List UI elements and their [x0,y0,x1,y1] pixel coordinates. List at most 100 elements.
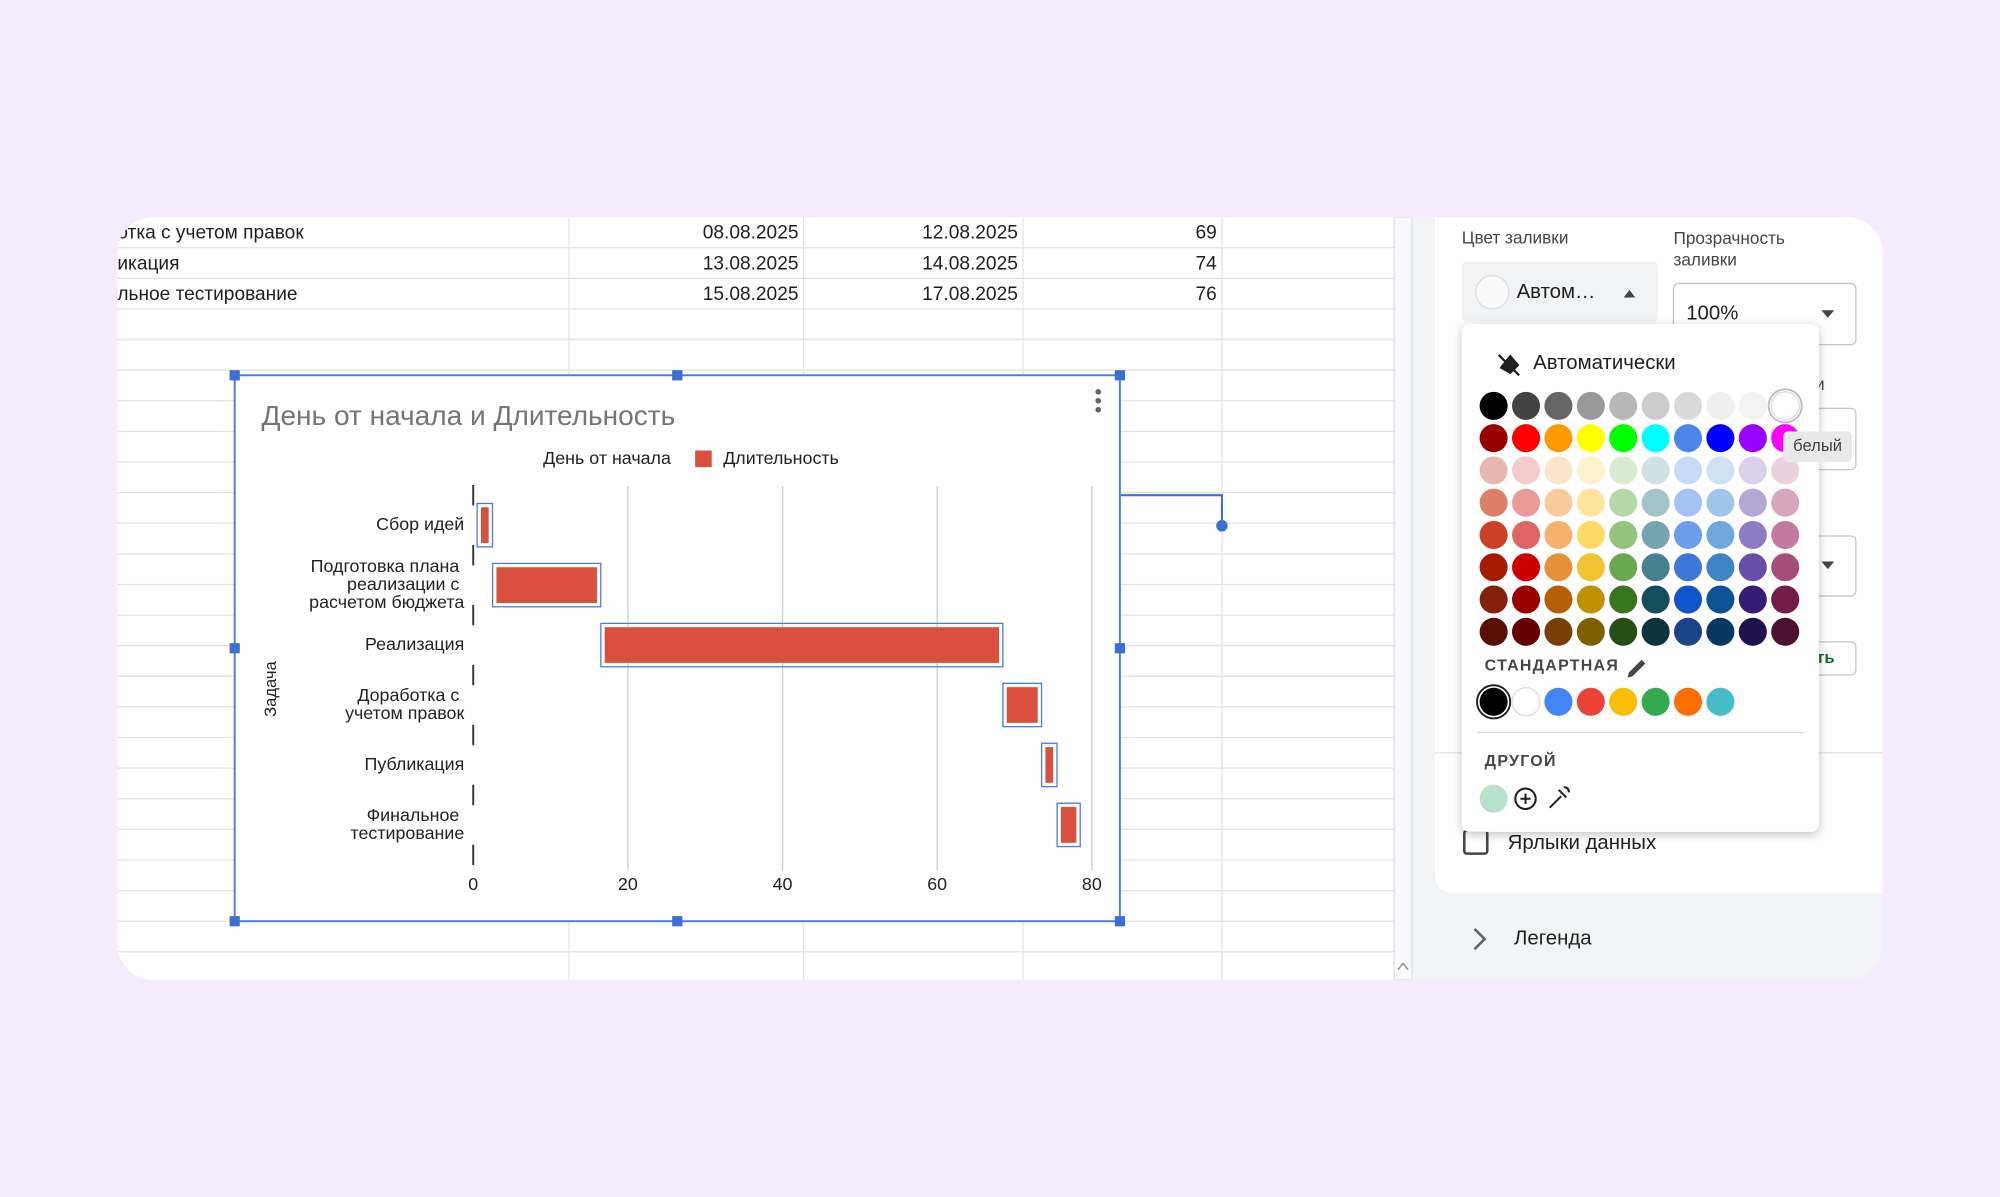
swatch[interactable] [1738,391,1767,420]
swatch[interactable] [1511,585,1541,614]
swatch[interactable] [1738,553,1767,582]
swatch[interactable] [1609,424,1638,453]
swatch[interactable] [1511,520,1541,550]
swatch[interactable] [1641,617,1670,646]
swatch[interactable] [1738,488,1767,517]
swatch[interactable] [1576,585,1605,614]
cell[interactable]: 14.08.2025 [922,253,1018,274]
swatch[interactable] [1576,456,1605,485]
swatch[interactable] [1673,488,1703,517]
swatch[interactable] [1641,520,1670,550]
cell[interactable]: 69 [1196,223,1217,244]
swatch[interactable] [1706,687,1735,716]
swatch[interactable] [1479,456,1508,485]
swatch[interactable] [1479,687,1508,716]
swatch[interactable] [1609,553,1638,582]
swatch[interactable] [1544,617,1573,646]
handle[interactable] [229,370,240,381]
handle[interactable] [1114,370,1125,381]
handle[interactable] [672,370,683,381]
chart-menu[interactable] [1095,389,1102,413]
swatch[interactable] [1641,585,1670,614]
bar[interactable] [1045,747,1054,783]
swatch[interactable] [1641,391,1670,420]
bar[interactable] [480,507,489,544]
handle[interactable] [1114,916,1125,927]
swatch[interactable] [1771,553,1800,582]
swatch[interactable] [1544,391,1573,420]
swatch[interactable] [1706,553,1735,582]
swatch[interactable] [1479,553,1508,582]
swatch[interactable] [1641,424,1670,453]
auto-option[interactable]: Автоматически [1533,352,1676,374]
cell[interactable]: 13.08.2025 [703,253,799,274]
swatch[interactable] [1511,488,1541,517]
swatch[interactable] [1544,520,1573,550]
swatch[interactable] [1641,456,1670,485]
eyedropper[interactable] [1549,786,1570,809]
bar[interactable] [1006,687,1038,723]
handle[interactable] [672,916,683,927]
cell[interactable]: отка с учетом правок [117,223,304,244]
swatch[interactable] [1771,456,1800,485]
swatch[interactable] [1609,585,1638,614]
swatch[interactable] [1673,687,1703,716]
checkbox[interactable] [1463,829,1489,855]
bar[interactable] [473,687,1007,723]
bar[interactable] [473,807,1061,843]
swatch[interactable] [1706,617,1735,646]
swatch[interactable] [1479,585,1508,614]
swatch[interactable] [1609,488,1638,517]
fill-dropdown[interactable] [1461,261,1659,322]
swatch[interactable] [1576,553,1605,582]
swatch[interactable] [1738,585,1767,614]
handle[interactable] [229,643,240,654]
swatch[interactable] [1544,424,1573,453]
swatch[interactable] [1544,456,1573,485]
swatch[interactable] [1511,456,1541,485]
swatch[interactable] [1479,488,1508,517]
swatch[interactable] [1738,424,1767,453]
swatch[interactable] [1641,488,1670,517]
scrollbar[interactable] [1393,217,1413,980]
swatch[interactable] [1673,617,1703,646]
swatch[interactable] [1706,488,1735,517]
swatch[interactable] [1511,617,1541,646]
handle[interactable] [229,916,240,927]
cell[interactable]: 17.08.2025 [922,284,1018,305]
swatch[interactable] [1479,784,1508,813]
swatch[interactable] [1673,424,1703,453]
swatch[interactable] [1673,391,1703,420]
swatch[interactable] [1511,553,1541,582]
cell[interactable]: икация [117,253,179,274]
swatch[interactable] [1576,617,1605,646]
swatch[interactable] [1738,617,1767,646]
swatch[interactable] [1673,456,1703,485]
swatch[interactable] [1771,617,1800,646]
scroll-arrow[interactable] [1397,962,1409,971]
swatch[interactable] [1576,488,1605,517]
cell[interactable]: 15.08.2025 [703,284,799,305]
swatch[interactable] [1770,391,1800,421]
bar[interactable] [604,627,1000,663]
swatch[interactable] [1544,488,1573,517]
bar[interactable] [473,627,604,663]
swatch[interactable] [1479,617,1508,646]
swatch[interactable] [1609,617,1638,646]
swatch[interactable] [1609,391,1638,420]
swatch[interactable] [1479,424,1508,453]
swatch[interactable] [1641,553,1670,582]
add-color[interactable] [1514,787,1537,810]
swatch[interactable] [1544,585,1573,614]
swatch[interactable] [1544,553,1573,582]
swatch[interactable] [1511,424,1541,453]
cell[interactable]: 08.08.2025 [703,223,799,244]
swatch[interactable] [1706,424,1735,453]
swatch[interactable] [1479,391,1508,420]
handle[interactable] [1114,643,1125,654]
swatch[interactable] [1771,520,1800,550]
swatch[interactable] [1576,391,1605,420]
swatch[interactable] [1673,585,1703,614]
swatch[interactable] [1706,456,1735,485]
swatch[interactable] [1511,391,1541,420]
